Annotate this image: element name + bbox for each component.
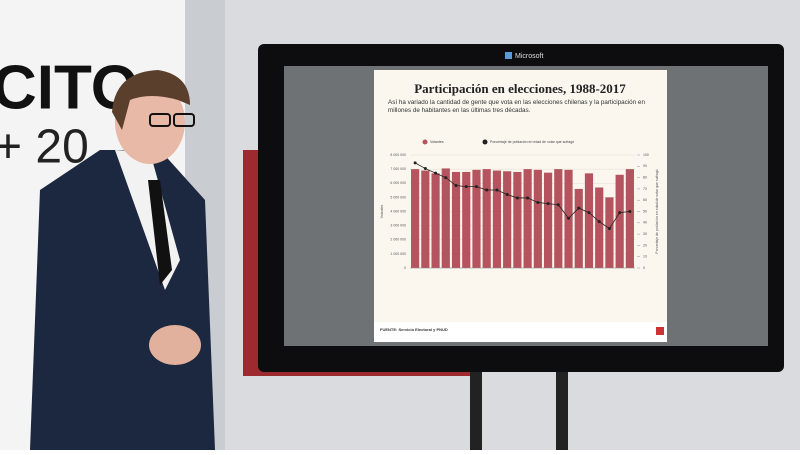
bar <box>605 197 614 268</box>
y-tick-label: 8 000 000 <box>390 153 406 157</box>
y2-tick-label: 0 <box>643 266 645 270</box>
brand-text: Microsoft <box>515 53 543 60</box>
line-point <box>444 176 448 180</box>
chart-source: FUENTE: Servicio Electoral y PNUD <box>380 327 448 332</box>
line-point <box>423 167 427 171</box>
y-tick-label: 5 000 000 <box>390 195 406 199</box>
bar <box>615 174 624 268</box>
bar <box>441 168 450 268</box>
source-bar <box>374 322 667 342</box>
bar <box>472 169 481 268</box>
bar <box>482 169 491 268</box>
logo <box>656 327 664 335</box>
line-point <box>556 203 560 207</box>
y2-tick-label: 40 <box>643 221 647 225</box>
bar <box>523 169 532 268</box>
bar <box>543 172 553 268</box>
line-point <box>485 188 489 192</box>
line-point <box>546 202 550 206</box>
y-tick-label: 2 000 000 <box>390 238 406 242</box>
brand-logo <box>505 52 512 59</box>
y2-tick-label: 70 <box>643 187 647 191</box>
line-point <box>464 185 468 189</box>
hair <box>112 70 190 130</box>
y2-tick-label: 90 <box>643 164 647 168</box>
y-tick-label: 0 <box>404 266 406 270</box>
line-point <box>495 188 499 192</box>
bar <box>503 171 512 268</box>
bar <box>492 170 502 268</box>
y-tick-label: 7 000 000 <box>390 167 406 171</box>
y-tick-label: 3 000 000 <box>390 224 406 228</box>
line-point <box>454 184 458 188</box>
sign-text: + 20 <box>0 121 89 174</box>
bar <box>533 169 542 268</box>
chart-subtitle: Así ha variado la cantidad de gente que … <box>388 99 645 114</box>
line-point <box>597 220 601 224</box>
line-point <box>577 206 581 210</box>
tie <box>148 180 172 285</box>
chart-title: Participación en elecciones, 1988-2017 <box>414 81 626 96</box>
y2-tick-label: 60 <box>643 198 647 202</box>
y2-tick-label: 10 <box>643 255 647 259</box>
line-point <box>515 196 519 200</box>
plot: 0 1 000 000 2 000 000 3 000 000 4 000 000 5 0… <box>380 139 659 270</box>
line <box>414 162 630 230</box>
glasses <box>149 113 171 127</box>
y-tick-label: 4 000 000 <box>390 209 406 213</box>
y2-tick-label: 80 <box>643 176 647 180</box>
y2-tick-label: 100 <box>643 153 649 157</box>
line-point <box>587 211 591 215</box>
bar <box>574 188 583 268</box>
presenter <box>30 70 215 450</box>
bar <box>584 173 594 268</box>
bar <box>513 171 522 268</box>
legend-label: Votantes <box>430 140 444 144</box>
bar <box>451 171 461 268</box>
line-point <box>434 171 438 175</box>
bar <box>625 169 634 268</box>
line-point <box>567 216 571 220</box>
y-axis-label: Votantes <box>380 204 384 218</box>
tv-stand <box>470 368 482 450</box>
line-point <box>618 211 622 215</box>
legend-label: Porcentaje de población en edad de votar… <box>490 140 574 144</box>
bar <box>462 171 471 268</box>
y2-tick-label: 50 <box>643 209 647 213</box>
line-point <box>505 193 509 197</box>
y-tick-label: 1 000 000 <box>390 252 406 256</box>
line-point <box>607 226 611 230</box>
bar <box>595 187 604 268</box>
legend-swatch <box>422 139 428 145</box>
tv-stand <box>556 368 568 450</box>
line-point <box>413 161 417 165</box>
suit <box>30 150 215 450</box>
bar <box>431 173 440 268</box>
y2-tick-label: 20 <box>643 243 647 247</box>
y2-tick-label: 30 <box>643 232 647 236</box>
bar <box>554 169 563 268</box>
line-point <box>526 196 530 200</box>
subtitle-box: Así ha variado la cantidad de gente que … <box>388 99 645 114</box>
bar <box>421 170 430 268</box>
glasses <box>173 113 195 127</box>
legend-swatch <box>482 139 488 145</box>
line-point <box>536 200 540 204</box>
y-tick-label: 6 000 000 <box>390 181 406 185</box>
hand <box>149 325 201 365</box>
line-point <box>628 210 632 213</box>
y2-axis-label: Porcentaje de población en edad de votar… <box>655 169 659 253</box>
line-point <box>474 185 478 189</box>
bar <box>411 169 420 268</box>
